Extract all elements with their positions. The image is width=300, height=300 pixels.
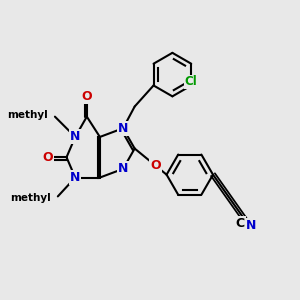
Text: N: N	[118, 122, 128, 135]
Text: N: N	[246, 219, 256, 232]
Text: O: O	[150, 159, 161, 172]
Text: N: N	[70, 130, 80, 143]
Text: Cl: Cl	[185, 76, 198, 88]
Text: O: O	[82, 90, 92, 103]
Text: methyl: methyl	[10, 193, 51, 203]
Text: C: C	[236, 217, 245, 230]
Text: methyl: methyl	[7, 110, 48, 120]
Text: N: N	[70, 171, 80, 184]
Text: N: N	[118, 162, 128, 176]
Text: O: O	[42, 151, 53, 164]
